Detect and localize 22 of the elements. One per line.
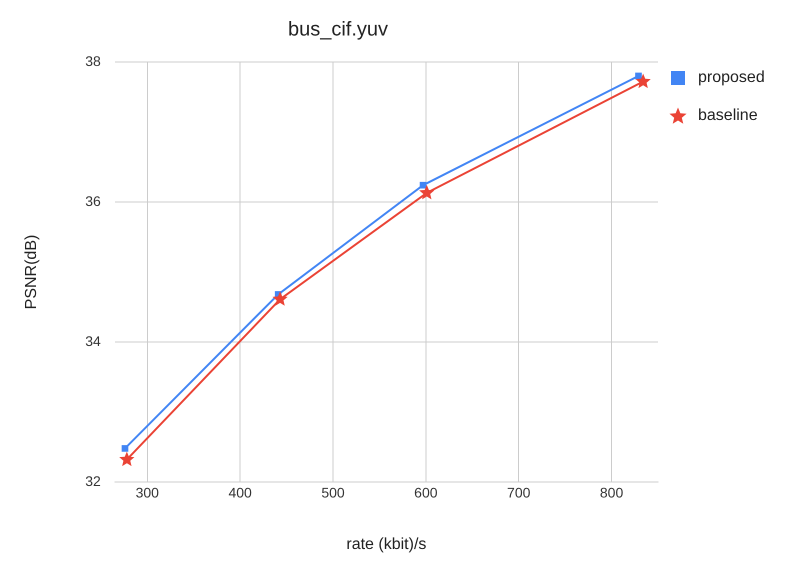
y-tick-label: 38 — [85, 52, 101, 69]
x-tick-label: 300 — [136, 484, 160, 500]
point — [636, 74, 651, 88]
point — [419, 184, 434, 200]
point — [420, 182, 426, 189]
y-tick-label: 36 — [85, 192, 101, 209]
point — [635, 72, 642, 80]
y-tick-label: 34 — [85, 332, 101, 349]
chart-title: bus_cif.yuv — [288, 18, 388, 41]
point — [122, 445, 128, 452]
x-tick-label: 700 — [507, 484, 531, 500]
y-axis-title: PSNR(dB) — [23, 234, 40, 310]
point — [272, 291, 288, 306]
x-tick-label: 400 — [228, 484, 252, 500]
x-tick-label: 600 — [414, 484, 438, 500]
x-tick-label: 500 — [321, 484, 345, 500]
x-tick-label: 800 — [600, 484, 624, 500]
legend-label: proposed — [698, 69, 765, 87]
y-tick-label: 32 — [85, 472, 101, 489]
legend-label: baseline — [698, 107, 758, 125]
point — [119, 452, 134, 466]
x-axis-title: rate (kbit)/s — [346, 536, 426, 553]
